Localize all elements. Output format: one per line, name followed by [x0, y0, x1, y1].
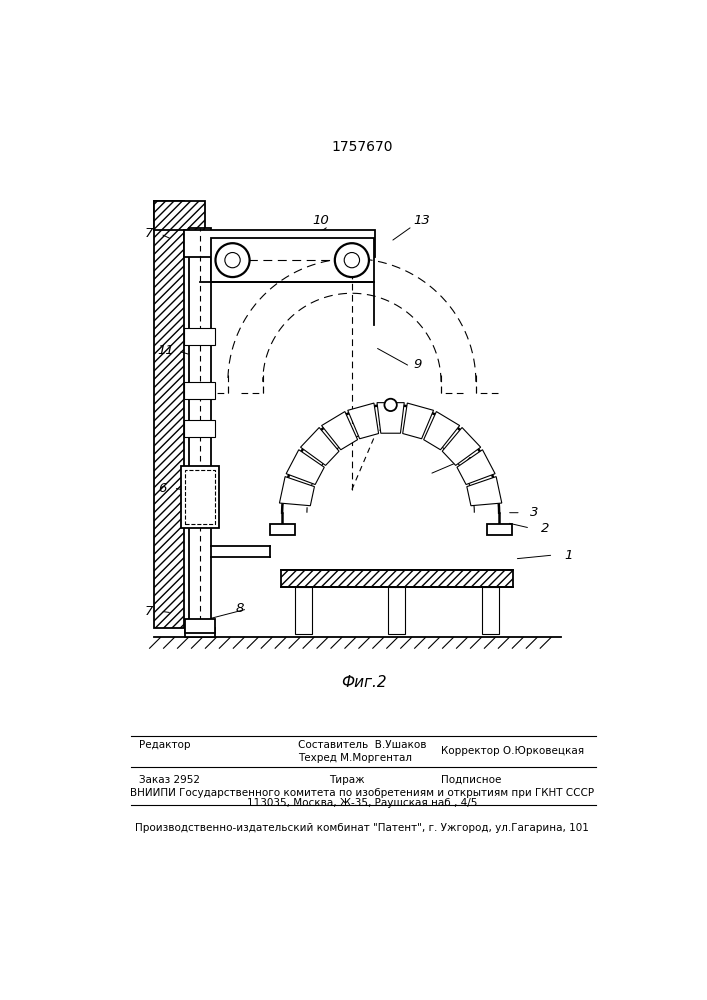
- Bar: [388, 587, 405, 634]
- Text: 7: 7: [145, 605, 153, 618]
- Polygon shape: [467, 477, 502, 506]
- Text: Редактор: Редактор: [139, 740, 190, 750]
- Text: 1: 1: [565, 549, 573, 562]
- Text: Техред М.Моргентал: Техред М.Моргентал: [298, 753, 411, 763]
- Bar: [185, 470, 215, 524]
- Text: 3: 3: [530, 506, 538, 519]
- Polygon shape: [442, 428, 481, 465]
- Bar: [185, 420, 216, 437]
- Bar: [185, 328, 216, 345]
- Circle shape: [385, 399, 397, 411]
- Polygon shape: [457, 450, 495, 485]
- Polygon shape: [279, 477, 315, 506]
- Text: 9: 9: [414, 358, 422, 371]
- Bar: [281, 570, 513, 587]
- Bar: [154, 201, 184, 628]
- Text: Тираж: Тираж: [329, 775, 364, 785]
- Text: 1757670: 1757670: [331, 140, 392, 154]
- Bar: [295, 587, 312, 634]
- Circle shape: [225, 253, 240, 268]
- Bar: [281, 570, 513, 587]
- Text: Заказ 2952: Заказ 2952: [139, 775, 200, 785]
- Text: ВНИИПИ Государственного комитета по изобретениям и открытиям при ГКНТ СССР: ВНИИПИ Государственного комитета по изоб…: [130, 788, 594, 798]
- Text: Подписное: Подписное: [441, 775, 501, 785]
- Bar: [482, 587, 499, 634]
- Bar: [154, 201, 204, 230]
- Bar: [185, 628, 215, 637]
- Text: 2: 2: [542, 522, 550, 535]
- Polygon shape: [300, 428, 339, 465]
- Polygon shape: [286, 450, 325, 485]
- Text: Корректор О.Юрковецкая: Корректор О.Юрковецкая: [441, 746, 584, 756]
- Bar: [154, 201, 184, 628]
- Bar: [270, 524, 295, 535]
- Bar: [486, 524, 512, 535]
- Bar: [211, 238, 373, 282]
- Text: Фиг.2: Фиг.2: [341, 675, 386, 690]
- Bar: [185, 619, 215, 633]
- Text: 10: 10: [312, 214, 329, 227]
- Bar: [185, 382, 216, 399]
- Text: 7: 7: [145, 227, 153, 240]
- Polygon shape: [322, 412, 358, 450]
- Bar: [184, 230, 375, 257]
- Polygon shape: [377, 403, 404, 433]
- Circle shape: [216, 243, 250, 277]
- Text: Производственно-издательский комбинат "Патент", г. Ужгород, ул.Гагарина, 101: Производственно-издательский комбинат "П…: [135, 823, 589, 833]
- Bar: [154, 201, 204, 230]
- Text: 8: 8: [235, 602, 244, 615]
- Bar: [189, 228, 211, 620]
- Text: 11: 11: [158, 344, 174, 358]
- Bar: [182, 466, 218, 528]
- Polygon shape: [348, 403, 378, 439]
- Text: 4: 4: [464, 456, 472, 469]
- Polygon shape: [423, 412, 460, 450]
- Circle shape: [335, 243, 369, 277]
- Text: 113035, Москва, Ж-35, Раушская наб., 4/5: 113035, Москва, Ж-35, Раушская наб., 4/5: [247, 798, 477, 808]
- Polygon shape: [403, 403, 433, 439]
- Text: Составитель  В.Ушаков: Составитель В.Ушаков: [298, 740, 426, 750]
- Text: 13: 13: [414, 214, 430, 227]
- Circle shape: [344, 253, 360, 268]
- Text: 6: 6: [158, 482, 166, 495]
